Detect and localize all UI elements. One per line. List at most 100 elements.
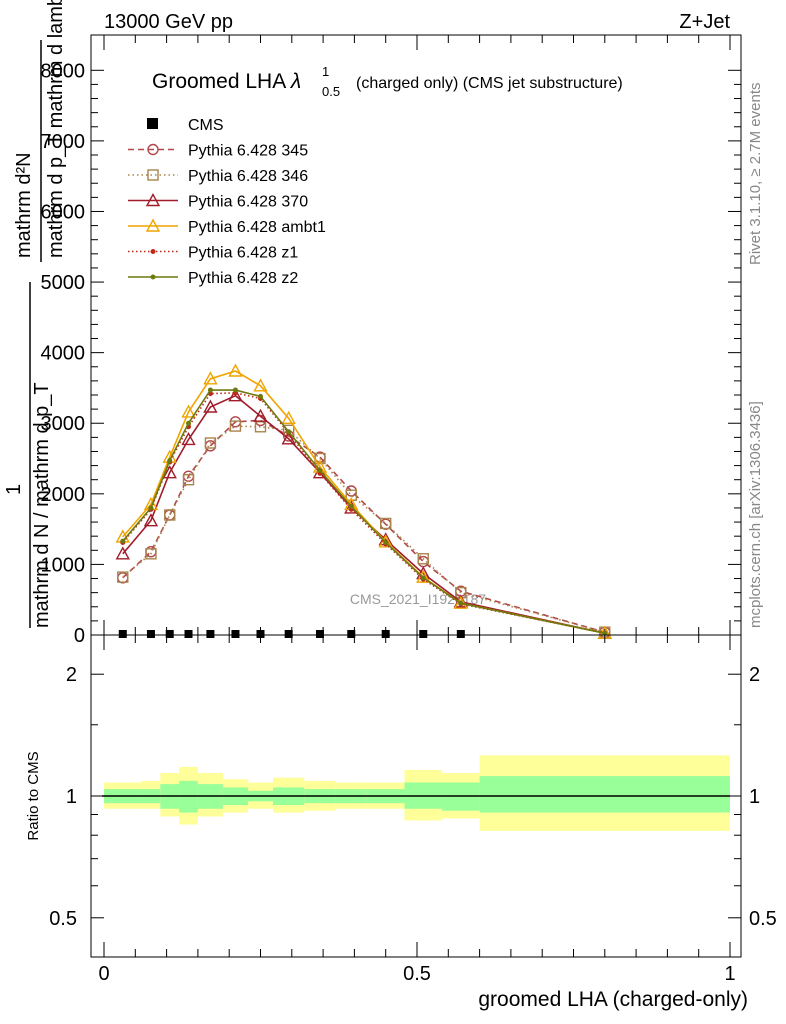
- cms-point: [184, 630, 193, 638]
- series-0-point: [117, 572, 129, 584]
- series-3-point: [453, 595, 468, 609]
- cms-point: [146, 630, 155, 638]
- series-1-point: [417, 553, 429, 565]
- series-5-point: [148, 505, 154, 511]
- series-line-2: [122, 394, 605, 634]
- legend-cms-marker: [147, 118, 158, 129]
- x-tick-label: 0: [98, 963, 109, 985]
- ylabel-one: 1: [3, 484, 25, 495]
- ratio-y-tick-label: 1: [66, 786, 77, 808]
- series-2-point: [115, 546, 130, 560]
- y-tick-label: 5000: [41, 272, 86, 294]
- legend-marker-4: [150, 249, 156, 254]
- series-2-point: [162, 465, 177, 479]
- legend-label: Pythia 6.428 370: [188, 194, 308, 211]
- y-tick-label: 3000: [41, 413, 86, 435]
- ratio-axis-ticks: 0.5 0.5 1 1 2 2 0 0.5 1: [49, 635, 777, 985]
- ratio-y-tick-label: 2: [66, 664, 77, 686]
- legend-marker-5: [150, 274, 156, 280]
- ratio-y-tick-label-right: 1: [749, 786, 760, 808]
- legend-marker-1: [147, 169, 159, 181]
- header-left: 13000 GeV pp: [104, 11, 233, 33]
- title-sup: 1: [322, 64, 329, 79]
- series-5-point: [286, 429, 292, 435]
- title-lambda: λ: [290, 70, 301, 93]
- series-2-point: [253, 408, 268, 422]
- series-3-point: [228, 363, 243, 377]
- series-line-4: [122, 392, 605, 634]
- legend: CMS Pythia 6.428 345 Pythia 6.428 346 Pythi…: [128, 117, 326, 287]
- series-5-point: [207, 387, 213, 393]
- series-1-point: [345, 489, 357, 501]
- y-tick-label: 0: [74, 625, 85, 647]
- legend-label: Pythia 6.428 345: [188, 143, 308, 160]
- main-axis-ticks: 0 1000 2000 3000 4000 5000 6000 7000 8000: [41, 35, 741, 647]
- legend-label: Pythia 6.428 346: [188, 168, 308, 185]
- legend-label: Pythia 6.428 ambt1: [188, 219, 326, 236]
- series-2-point: [281, 431, 296, 445]
- series-2-point: [181, 432, 196, 446]
- cms-point: [231, 630, 240, 638]
- cms-point: [456, 630, 465, 638]
- series-2-point: [228, 388, 243, 402]
- series-5-point: [383, 540, 389, 546]
- legend-label: CMS: [188, 117, 224, 134]
- y-tick-label: 7000: [41, 131, 86, 153]
- series-1-point: [164, 509, 176, 521]
- series-5-point: [186, 420, 192, 426]
- cms-point: [165, 630, 174, 638]
- series-3-point: [181, 404, 196, 418]
- ratio-bands: [104, 755, 730, 831]
- series-2-point: [203, 399, 218, 413]
- ylabel-denominator: mathrm d p_T mathrm d lambda: [45, 0, 67, 258]
- series-5-point: [420, 575, 426, 581]
- title-sub: 0.5: [322, 84, 340, 99]
- series-1-point: [229, 420, 242, 432]
- series-5-point: [458, 600, 464, 606]
- title-prefix: Groomed LHA: [152, 70, 291, 93]
- y-tick-label: 1000: [41, 554, 86, 576]
- y-tick-label: 2000: [41, 484, 86, 506]
- series-line-5: [122, 389, 605, 634]
- series-3-point: [281, 410, 296, 424]
- series-5-point: [258, 393, 263, 399]
- cms-point: [284, 630, 293, 638]
- series-5-point: [167, 458, 173, 464]
- ratio-band-inner: [479, 776, 730, 813]
- y-tick-label: 8000: [41, 60, 86, 82]
- series-1-point: [117, 571, 129, 583]
- x-tick-label: 1: [724, 963, 735, 985]
- cms-point: [206, 630, 215, 638]
- cms-point: [347, 630, 356, 638]
- cms-point: [256, 630, 265, 638]
- series-layer: [115, 363, 612, 639]
- series-3-point: [203, 371, 218, 385]
- ratio-y-tick-label: 0.5: [49, 908, 77, 930]
- legend-label: Pythia 6.428 z1: [188, 245, 298, 262]
- x-axis-label: groomed LHA (charged-only): [478, 988, 748, 1011]
- series-1-point: [182, 474, 195, 486]
- chart-title: Groomed LHA λ 1 0.5 (charged only) (CMS …: [152, 64, 623, 99]
- ylabel-numerator: mathrm d²N: [13, 152, 35, 258]
- series-5-point: [317, 468, 323, 474]
- series-1-point: [380, 517, 392, 530]
- series-2-point: [143, 513, 159, 527]
- ratio-ylabel: Ratio to CMS: [25, 751, 42, 840]
- series-1-point: [204, 437, 217, 449]
- y-tick-label: 4000: [41, 343, 86, 365]
- mcplots-info: mcplots.cern.ch [arXiv:1306.3436]: [747, 401, 764, 628]
- series-3-point: [253, 378, 268, 392]
- rivet-info: Rivet 3.1.10, ≥ 2.7M events: [747, 83, 764, 266]
- ylabel-bottom: mathrm d N / mathrm d p_T: [31, 382, 53, 628]
- x-tick-label: 0.5: [403, 963, 431, 985]
- legend-marker-0: [147, 143, 159, 156]
- cms-data-points: [118, 630, 465, 638]
- ratio-y-tick-label-right: 0.5: [749, 908, 777, 930]
- series-5-point: [348, 504, 354, 510]
- series-0-point: [345, 485, 357, 497]
- series-5-point: [232, 387, 238, 393]
- y-tick-label: 6000: [41, 201, 86, 223]
- legend-label: Pythia 6.428 z2: [188, 270, 298, 287]
- ratio-y-tick-label-right: 2: [749, 664, 760, 686]
- legend-marker-2: [145, 193, 161, 207]
